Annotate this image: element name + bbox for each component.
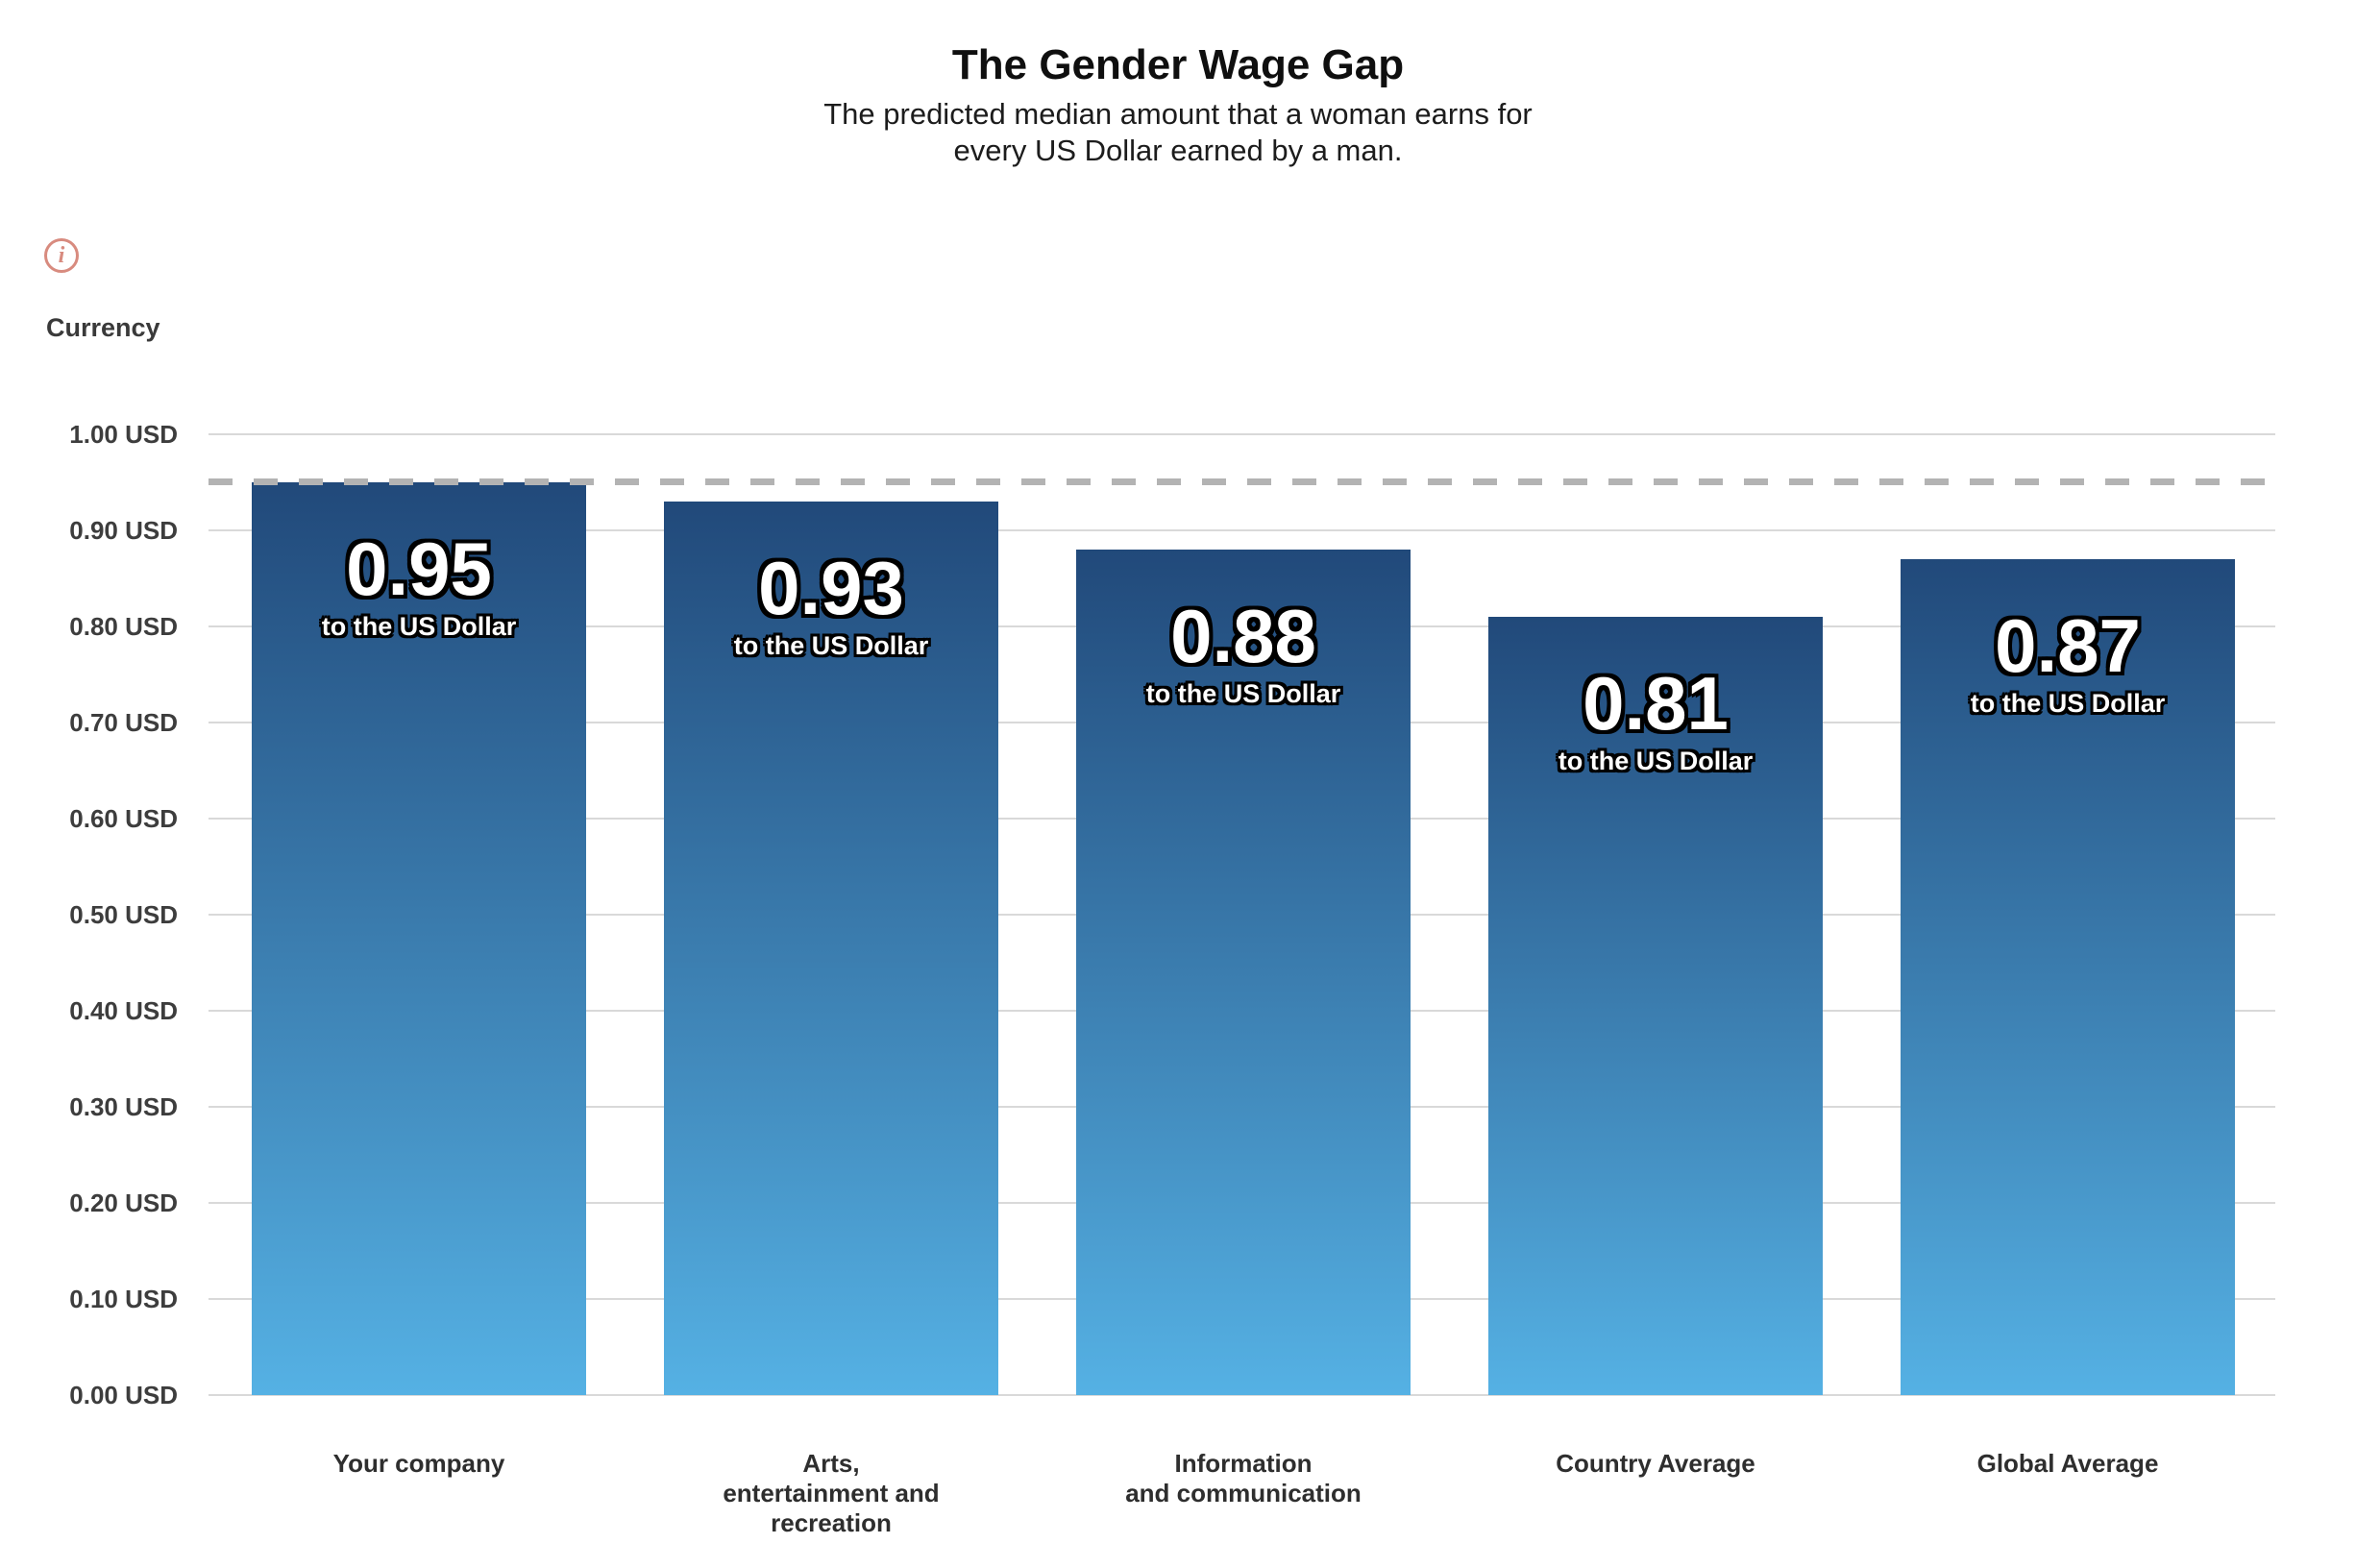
gridline [209, 529, 2275, 531]
x-axis-label-information-and-communication: Information and communication [1125, 1449, 1362, 1507]
y-tick-label: 0.10 USD [69, 1285, 178, 1313]
bar-sub-label: to the US Dollar [1970, 689, 2166, 718]
y-tick-label: 0.70 USD [69, 708, 178, 737]
bar-sub-label: to the US Dollar [321, 612, 517, 641]
y-tick-label: 1.00 USD [69, 420, 178, 449]
bar-sub-label: to the US Dollar [1145, 679, 1341, 708]
y-tick-label: 0.20 USD [69, 1188, 178, 1217]
y-tick-label: 0.50 USD [69, 900, 178, 929]
bar-information-and-communication[interactable]: 0.88 to the US Dollar [1076, 550, 1411, 1395]
bar-value-label: 0.93 [758, 546, 904, 630]
benchmark-dashed-line [209, 478, 2275, 485]
bar-sub-label: to the US Dollar [733, 631, 929, 660]
page-title: The Gender Wage Gap [951, 41, 1405, 88]
bar-value-label: 0.87 [1995, 603, 2141, 688]
y-tick-label: 0.80 USD [69, 612, 178, 641]
y-axis-title: Currency [46, 313, 160, 342]
bar-global-average[interactable]: 0.87 to the US Dollar [1901, 559, 2235, 1395]
info-button[interactable]: i [44, 238, 79, 273]
bar-arts-entertainment-and-recreation[interactable]: 0.93 to the US Dollar [664, 502, 998, 1395]
x-axis-label-your-company: Your company [332, 1449, 505, 1478]
bar-value-label: 0.81 [1583, 661, 1729, 746]
gridline [209, 1394, 2275, 1396]
x-axis-label-country-average: Country Average [1556, 1449, 1755, 1478]
x-axis-label-global-average: Global Average [1976, 1449, 2159, 1478]
y-tick-label: 0.60 USD [69, 804, 178, 833]
bar-sub-label: to the US Dollar [1558, 747, 1754, 775]
bar-value-label: 0.95 [346, 527, 492, 611]
page-subtitle: The predicted median amount that a woman… [823, 97, 1533, 167]
y-tick-label: 0.40 USD [69, 996, 178, 1025]
y-tick-label: 0.90 USD [69, 516, 178, 545]
x-axis-label-arts-entertainment-and-recreation: Arts, entertainment and recreation [723, 1449, 940, 1537]
info-icon: i [58, 243, 65, 268]
gridline [209, 433, 2275, 435]
y-tick-label: 0.30 USD [69, 1092, 178, 1121]
bar-value-label: 0.88 [1170, 594, 1316, 678]
y-tick-label: 0.00 USD [69, 1381, 178, 1409]
bar-your-company[interactable]: 0.95 to the US Dollar [252, 482, 586, 1395]
bar-country-average[interactable]: 0.81 to the US Dollar [1488, 617, 1823, 1395]
